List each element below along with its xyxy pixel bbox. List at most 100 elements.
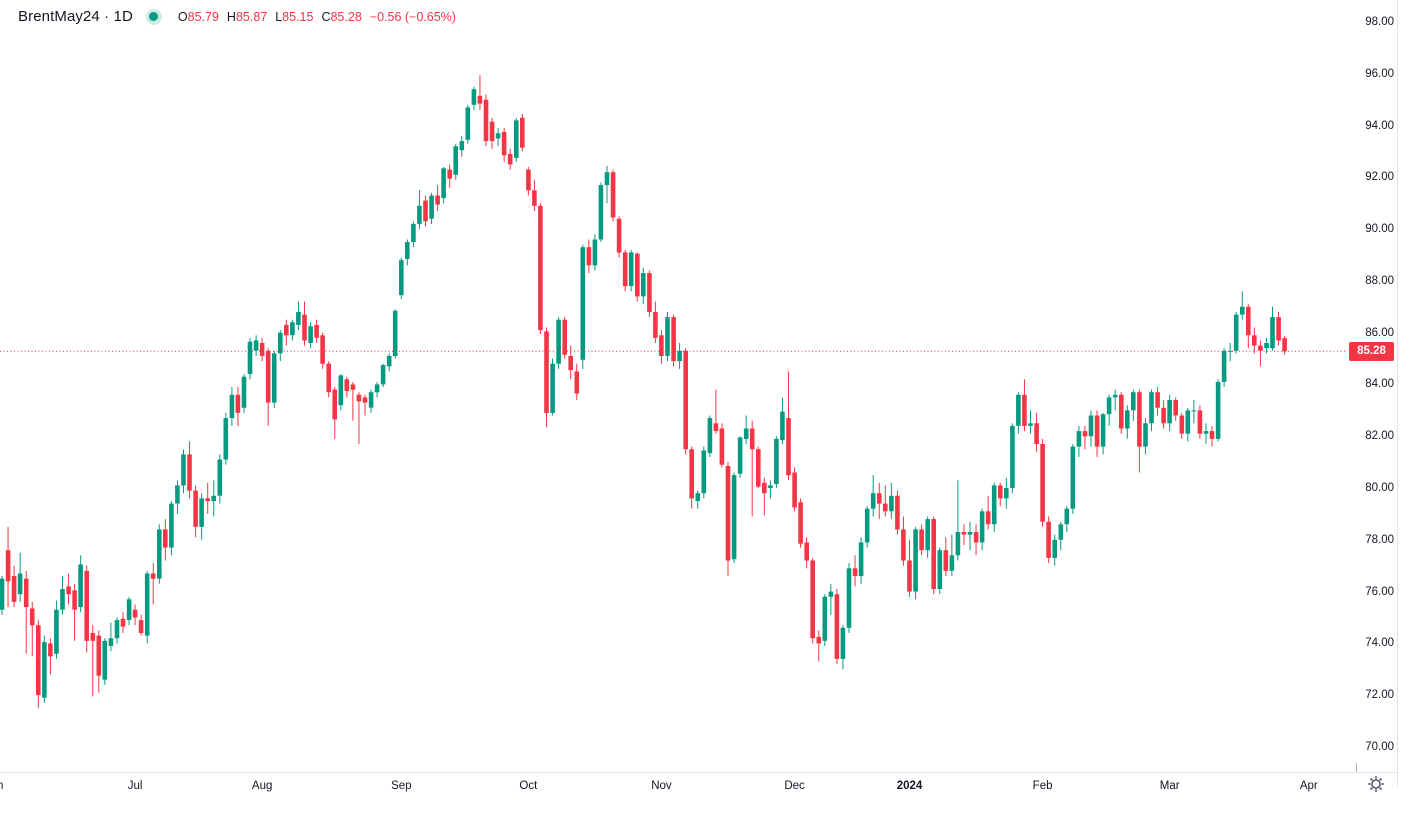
candle <box>447 164 452 188</box>
candle <box>1112 389 1118 411</box>
price-axis-tick: 82.00 <box>1365 430 1394 443</box>
candle <box>635 252 640 302</box>
high-value: 85.87 <box>235 9 268 24</box>
candle <box>5 526 11 608</box>
candle <box>181 449 186 494</box>
candle <box>84 565 89 653</box>
candle <box>683 348 688 455</box>
candle <box>241 374 247 413</box>
candle <box>998 482 1003 507</box>
candle <box>296 301 301 331</box>
candle <box>913 526 918 600</box>
candle <box>568 345 573 380</box>
candle <box>380 363 386 387</box>
candle <box>392 309 398 359</box>
price-axis-tick: 96.00 <box>1365 67 1394 80</box>
candle <box>1270 306 1275 351</box>
candle <box>411 221 416 248</box>
candle <box>598 182 604 243</box>
candle <box>1185 407 1191 442</box>
candle <box>175 480 180 514</box>
candle <box>538 203 543 334</box>
candle <box>1028 410 1033 434</box>
candle <box>1137 389 1142 473</box>
candle <box>641 268 646 305</box>
candle <box>774 436 779 488</box>
candle <box>72 583 77 641</box>
candle <box>846 563 852 633</box>
price-axis-tick: 88.00 <box>1365 274 1394 287</box>
candle <box>471 86 477 110</box>
symbol-title[interactable]: BrentMay24 · 1D <box>18 8 133 25</box>
ohlc-readout: O85.79 H85.87 L85.15 C85.28 −0.56 (−0.65… <box>178 10 456 24</box>
high-label: H <box>226 9 236 24</box>
candle <box>1227 343 1233 362</box>
candle <box>211 480 216 517</box>
candle <box>102 638 108 685</box>
candle <box>737 436 743 478</box>
close-value: 85.28 <box>330 9 362 24</box>
candle <box>1064 506 1070 532</box>
candle <box>616 216 622 258</box>
close-label: C <box>321 9 331 24</box>
candle <box>217 454 223 504</box>
open-value: 85.79 <box>187 9 219 24</box>
candle <box>937 547 943 595</box>
time-axis-label: Feb <box>1032 780 1053 792</box>
candle <box>592 234 598 271</box>
candle <box>429 192 434 224</box>
candle <box>1022 379 1027 432</box>
candle <box>1131 389 1136 421</box>
candle <box>169 501 174 556</box>
candle <box>949 534 955 576</box>
time-axis-label: Jun <box>0 780 4 792</box>
candle <box>870 475 876 517</box>
time-axis-label: 2024 <box>896 780 923 792</box>
candle <box>1191 400 1197 424</box>
candle <box>187 441 192 499</box>
candle <box>489 117 495 149</box>
candle <box>284 319 289 346</box>
candle <box>150 563 156 605</box>
candle <box>271 350 277 408</box>
candle <box>1058 521 1064 551</box>
candle <box>604 165 610 204</box>
time-axis-label: Nov <box>651 780 672 792</box>
time-axis-label: Oct <box>519 780 538 792</box>
candle <box>132 604 138 626</box>
candle <box>1203 423 1209 444</box>
candle <box>1155 387 1160 416</box>
candle <box>883 485 888 517</box>
low-value: 85.15 <box>282 9 314 24</box>
candle <box>48 638 53 675</box>
price-axis-tick: 70.00 <box>1365 740 1394 753</box>
candle <box>967 521 973 551</box>
candle <box>1246 304 1251 349</box>
candle <box>1052 534 1057 566</box>
candle <box>193 485 198 538</box>
candle <box>1233 312 1239 354</box>
candle <box>1252 327 1257 354</box>
low-label: L <box>275 9 283 24</box>
price-axis-tick: 94.00 <box>1365 119 1394 132</box>
candle <box>1094 410 1100 457</box>
gear-icon[interactable] <box>1367 775 1385 793</box>
candle <box>501 128 507 162</box>
candle <box>834 589 840 665</box>
time-axis-label: Apr <box>1299 780 1318 792</box>
price-axis-tick: 72.00 <box>1365 689 1394 702</box>
candle <box>1209 425 1215 447</box>
candle <box>356 392 362 444</box>
candle <box>338 374 344 411</box>
candle <box>1034 412 1039 452</box>
candle <box>163 519 168 561</box>
candle <box>235 387 241 426</box>
price-axis-tick: 74.00 <box>1365 637 1394 650</box>
candle <box>671 314 676 367</box>
candle <box>792 467 797 512</box>
candle <box>459 135 465 157</box>
candle <box>532 179 537 211</box>
candle <box>852 555 858 587</box>
